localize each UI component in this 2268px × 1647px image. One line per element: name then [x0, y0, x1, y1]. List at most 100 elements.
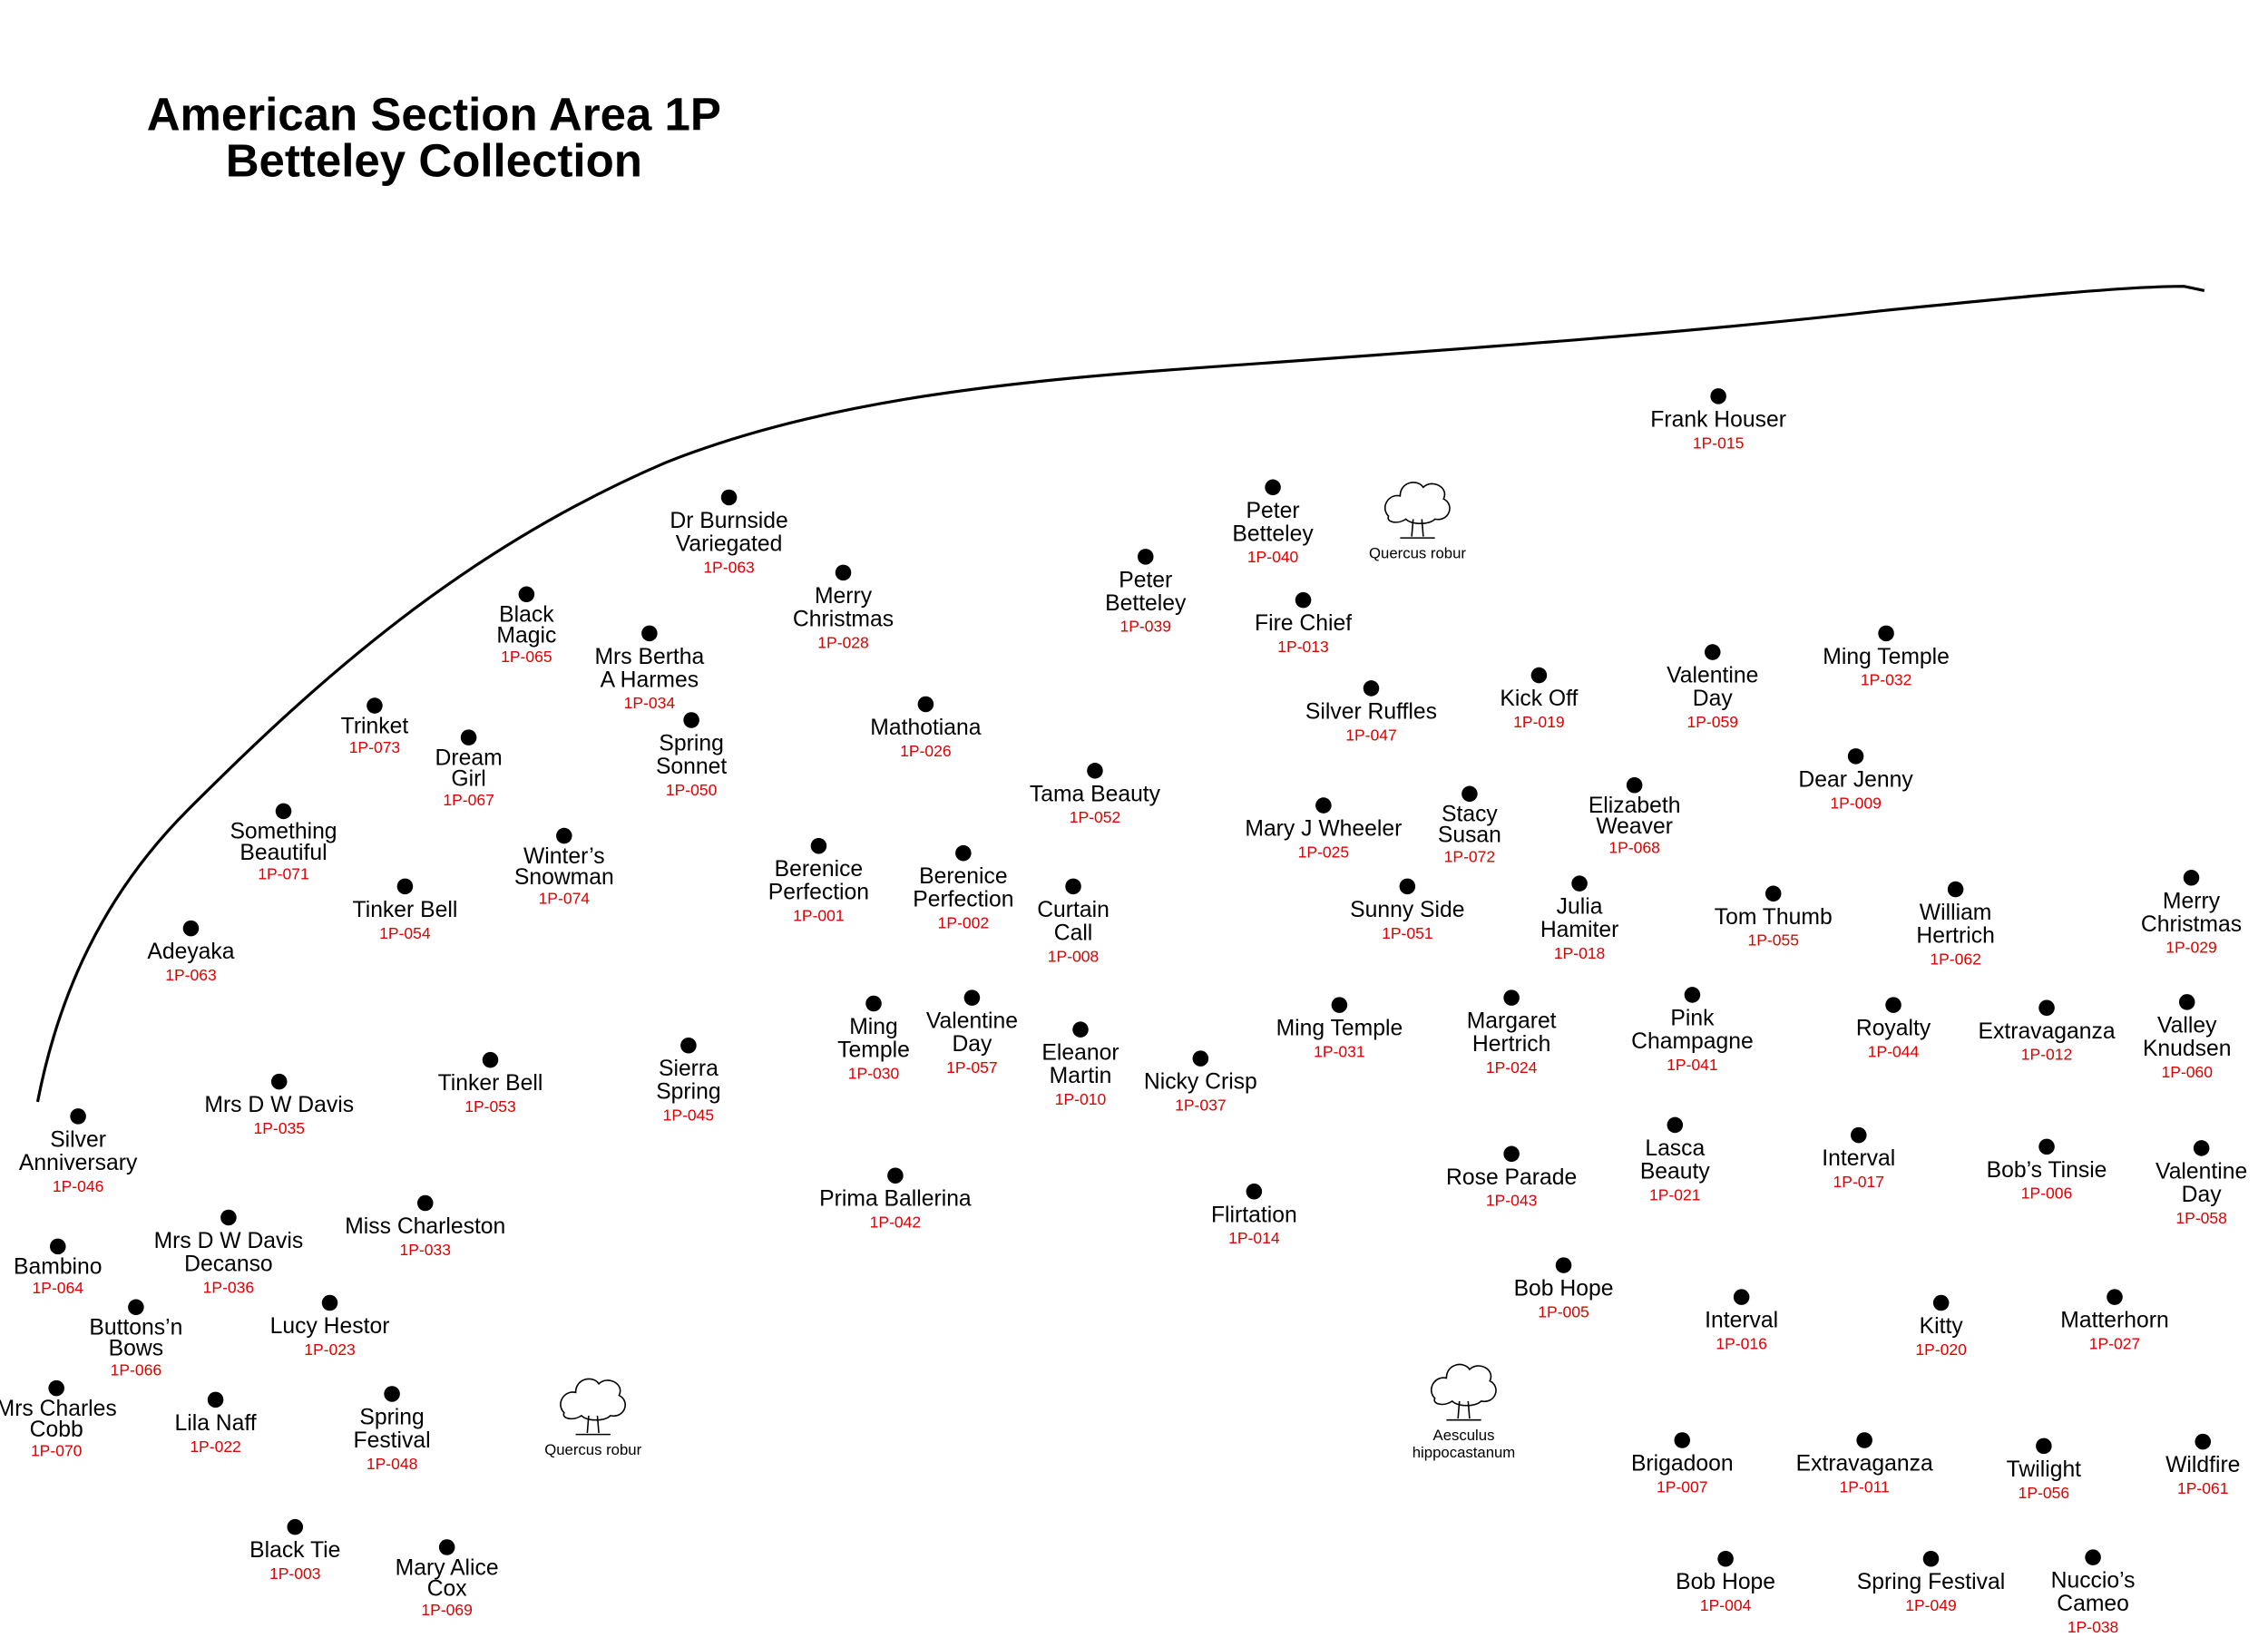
plant-name: Winter’s [523, 844, 605, 869]
plant-marker [1331, 997, 1348, 1013]
plant-name: Susan [1438, 824, 1501, 848]
plant-code: 1P-023 [304, 1340, 355, 1359]
plant-code: 1P-017 [1833, 1173, 1884, 1191]
plant-name: Tom Thumb [1715, 905, 1833, 930]
plant-name: Mrs Charles [0, 1397, 117, 1421]
plant-name: Knudsen [2143, 1037, 2232, 1061]
plant-code: 1P-055 [1747, 931, 1798, 950]
plant-marker [1885, 997, 1901, 1013]
plant-name: Hamiter [1540, 918, 1618, 942]
plant-marker [2178, 994, 2195, 1010]
plant-name: Anniversary [19, 1151, 138, 1175]
plant-code: 1P-004 [1700, 1596, 1752, 1614]
plant-name: Peter [1246, 499, 1300, 523]
plant-marker [1246, 1184, 1263, 1200]
plant-name: Brigadoon [1631, 1451, 1734, 1476]
plant-marker [207, 1391, 224, 1408]
tree-label: Aesculus [1433, 1427, 1495, 1444]
plant-name: Mrs D W Davis [154, 1229, 304, 1253]
plant-code: 1P-031 [1314, 1042, 1364, 1060]
plant-code: 1P-022 [190, 1437, 240, 1456]
plant-name: Wildfire [2165, 1453, 2240, 1477]
plant-marker [1363, 680, 1380, 697]
plant-marker [1684, 987, 1701, 1003]
plant-name: Mary Alice [396, 1555, 499, 1580]
plant-name: Nicky Crisp [1144, 1070, 1257, 1095]
plant-name: Lucy Hestor [270, 1314, 390, 1339]
tree-trunk [1400, 519, 1435, 539]
plant-marker [1667, 1116, 1684, 1134]
plant-name: Magic [496, 624, 556, 648]
plant-code: 1P-033 [400, 1241, 451, 1259]
plant-code: 1P-058 [2175, 1209, 2226, 1227]
plant-marker [2193, 1140, 2210, 1156]
tree-crown [1383, 482, 1451, 524]
plant-name: Merry [815, 584, 873, 609]
plant-name: Curtain [1037, 898, 1110, 922]
plant-marker [1461, 785, 1478, 803]
plant-marker [1571, 875, 1588, 892]
plant-name: Frank Houser [1650, 407, 1786, 432]
plant-code: 1P-010 [1055, 1090, 1107, 1108]
plant-marker [835, 564, 852, 581]
plant-marker [460, 729, 477, 746]
plant-marker [50, 1238, 66, 1255]
plant-code: 1P-048 [367, 1455, 417, 1473]
plant-name: Valentine [926, 1009, 1018, 1034]
plant-name: Bob Hope [1676, 1570, 1775, 1594]
plant-code: 1P-044 [1868, 1042, 1920, 1060]
plant-code: 1P-006 [2021, 1184, 2072, 1203]
plant-name: Black [499, 603, 554, 628]
plant-name: Something [230, 820, 337, 844]
tree-icon [1430, 1363, 1497, 1421]
plant-name: Cox [427, 1576, 468, 1601]
plant-code: 1P-013 [1277, 638, 1328, 656]
plant-code: 1P-068 [1608, 839, 1659, 857]
plant-code: 1P-020 [1915, 1340, 1967, 1359]
plant-name: Dr Burnside [670, 509, 787, 533]
plant-name: Nuccio’s [2051, 1569, 2136, 1593]
plant-name: Valley [2157, 1013, 2217, 1038]
plant-name: Merry [2163, 889, 2221, 913]
plant-marker [270, 1073, 288, 1090]
plant-code: 1P-032 [1861, 671, 1911, 689]
plant-marker [2038, 999, 2055, 1017]
plant-marker [438, 1539, 455, 1555]
plant-marker [1932, 1294, 1950, 1311]
plant-marker [1192, 1050, 1209, 1067]
plant-name: Weaver [1596, 814, 1673, 839]
plant-name: Dream [435, 746, 503, 770]
plant-marker [683, 712, 699, 728]
plant-name: Temple [837, 1038, 910, 1062]
plant-name: Mathotiana [870, 716, 981, 740]
plant-code: 1P-028 [817, 633, 868, 651]
plant-marker [1878, 625, 1894, 642]
plant-code: 1P-011 [1840, 1477, 1890, 1496]
plant-code: 1P-063 [165, 966, 216, 984]
plant-name: Stacy [1442, 803, 1498, 827]
plant-code: 1P-061 [2177, 1479, 2228, 1497]
plant-marker [2038, 1138, 2055, 1155]
plant-name: Kick Off [1500, 687, 1578, 711]
plant-marker [2036, 1437, 2052, 1455]
plant-marker [518, 586, 535, 603]
plant-marker [1847, 748, 1864, 765]
plant-code: 1P-025 [1298, 843, 1349, 861]
plant-code: 1P-069 [421, 1601, 472, 1619]
plant-code: 1P-049 [1905, 1596, 1956, 1614]
plant-marker [1856, 1432, 1872, 1448]
plant-code: 1P-065 [501, 648, 552, 666]
plant-marker [70, 1108, 86, 1125]
plant-marker [287, 1518, 304, 1535]
plant-name: Extravaganza [1796, 1451, 1933, 1476]
plant-name: Ming Temple [1823, 645, 1950, 669]
plant-name: Ming Temple [1276, 1017, 1403, 1041]
plant-marker [1947, 881, 1964, 898]
boundary-line [35, 285, 2205, 1103]
tree-trunk [1446, 1400, 1481, 1421]
plant-name: Kitty [1920, 1314, 1964, 1339]
plant-name: Berenice [919, 864, 1008, 889]
plant-name: Day [2182, 1183, 2223, 1207]
plant-name: Silver [50, 1127, 106, 1152]
plant-name: Royalty [1856, 1017, 1931, 1041]
